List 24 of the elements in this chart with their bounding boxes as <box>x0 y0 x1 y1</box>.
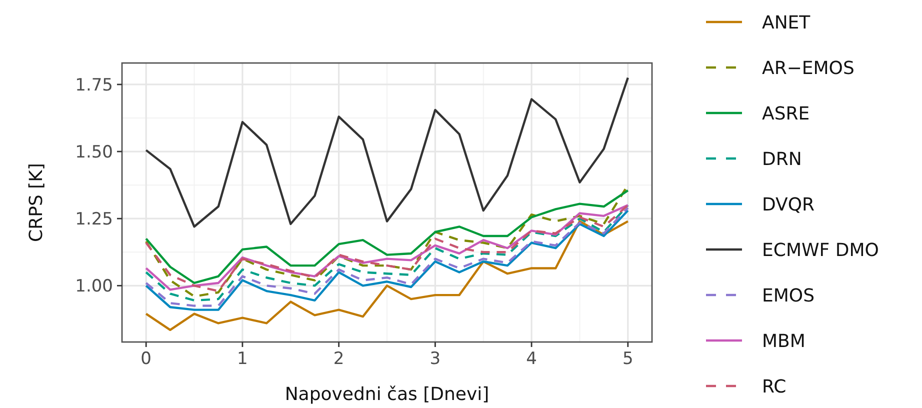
x-tick-label: 1 <box>237 349 248 369</box>
legend-label: ASRE <box>762 103 810 124</box>
legend-label: MBM <box>762 330 806 352</box>
y-tick-label: 1.75 <box>75 75 113 96</box>
y-tick-label: 1.00 <box>75 276 113 297</box>
x-tick-label: 3 <box>430 349 441 369</box>
x-tick-label: 0 <box>140 349 152 369</box>
x-tick-label: 2 <box>333 349 344 369</box>
legend-label: RC <box>762 376 786 398</box>
legend-label: EMOS <box>762 285 814 306</box>
x-tick-label: 5 <box>622 349 634 369</box>
x-tick-label: 4 <box>526 349 537 369</box>
line-series <box>144 220 630 332</box>
y-tick-label: 1.50 <box>75 142 113 162</box>
y-axis-title: CRPS [K] <box>26 163 47 242</box>
legend-label: DVQR <box>762 194 815 216</box>
line-series <box>144 76 630 228</box>
x-axis-title: Napovedni čas [Dnevi] <box>284 384 490 405</box>
legend-label: AR−EMOS <box>762 58 854 79</box>
legend-label: DRN <box>762 148 802 170</box>
line-series <box>144 189 630 284</box>
legend-label: ECMWF DMO <box>762 240 879 261</box>
legend-label: ANET <box>762 12 812 34</box>
y-tick-label: 1.25 <box>75 210 113 230</box>
